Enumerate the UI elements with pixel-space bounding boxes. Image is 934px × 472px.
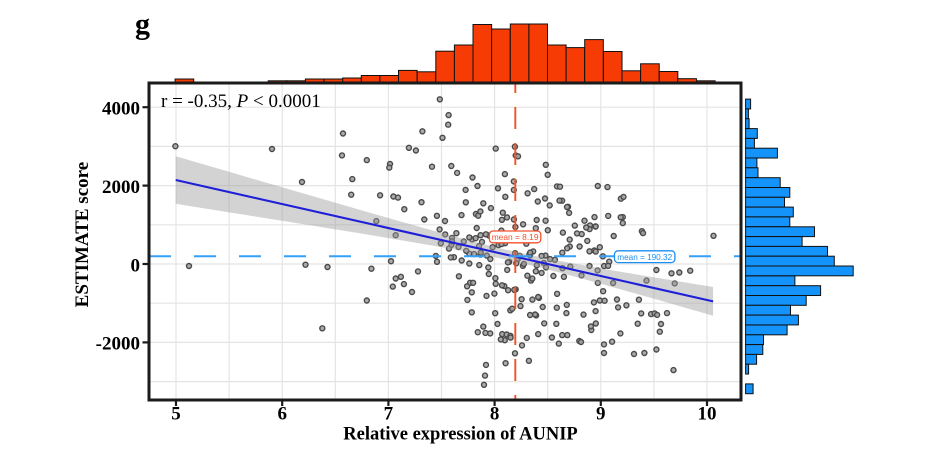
svg-text:6: 6	[277, 404, 287, 425]
svg-text:4000: 4000	[102, 99, 140, 120]
svg-text:2000: 2000	[102, 177, 140, 198]
svg-text:5: 5	[171, 404, 181, 425]
svg-text:ESTIMATE score: ESTIMATE score	[72, 162, 93, 308]
svg-text:r = -0.35, P < 0.0001: r = -0.35, P < 0.0001	[161, 91, 321, 112]
svg-text:g: g	[135, 8, 150, 41]
svg-text:0: 0	[131, 255, 141, 276]
svg-text:9: 9	[596, 404, 606, 425]
svg-text:Relative expression of AUNIP: Relative expression of AUNIP	[343, 424, 577, 444]
svg-text:mean = 190.32: mean = 190.32	[617, 253, 672, 262]
svg-text:7: 7	[384, 404, 394, 425]
svg-text:10: 10	[698, 404, 717, 425]
svg-text:8: 8	[490, 404, 500, 425]
svg-text:mean = 8.19: mean = 8.19	[492, 232, 539, 242]
svg-text:-2000: -2000	[96, 334, 140, 355]
